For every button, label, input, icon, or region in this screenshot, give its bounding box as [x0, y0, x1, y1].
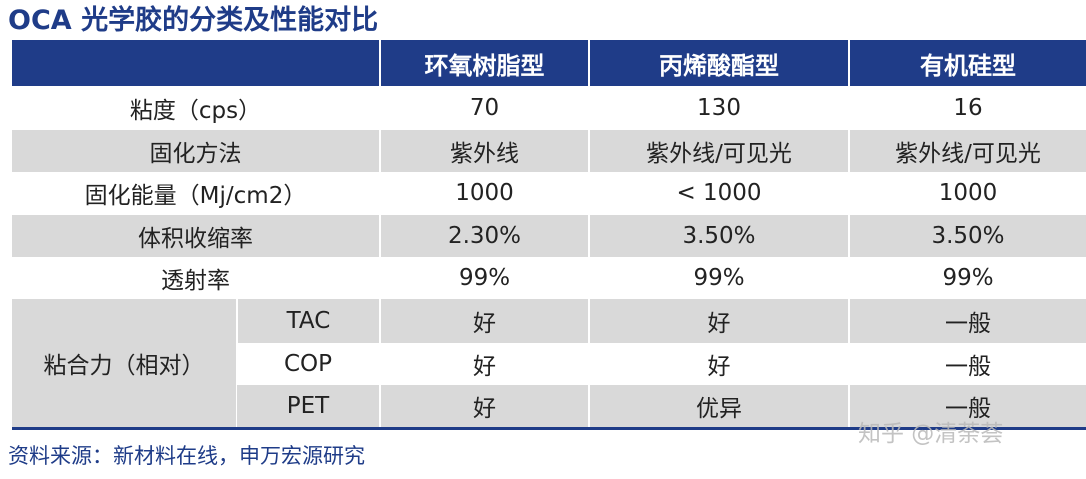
row-label: 体积收缩率	[12, 214, 380, 257]
oca-comparison-table: 环氧树脂型 丙烯酸酯型 有机硅型 粘度（cps） 70 130 16 固化方法 …	[12, 40, 1086, 430]
cell-value: 99%	[379, 256, 589, 299]
cell-value: 一般	[848, 343, 1086, 386]
cell-value: 70	[379, 86, 589, 131]
cell-value: 一般	[848, 298, 1086, 344]
table-row: 固化能量（Mj/cm2） 1000 < 1000 1000	[12, 172, 1086, 215]
substrate-label: TAC	[236, 298, 380, 344]
row-label: 固化方法	[12, 130, 380, 173]
cell-value: 好	[379, 343, 589, 386]
cell-value: 99%	[588, 256, 849, 299]
cell-value: 紫外线	[379, 130, 589, 173]
header-corner	[12, 40, 380, 86]
cell-value: 好	[588, 343, 849, 386]
row-label: 粘度（cps）	[12, 86, 380, 131]
table-row: COP 好 好 一般	[12, 343, 1086, 386]
table-row: 粘度（cps） 70 130 16	[12, 86, 1086, 131]
table-row: 固化方法 紫外线 紫外线/可见光 紫外线/可见光	[12, 130, 1086, 173]
cell-value: 1000	[379, 172, 589, 215]
cell-value: 紫外线/可见光	[588, 130, 849, 173]
cell-value: 130	[588, 86, 849, 131]
header-row: 环氧树脂型 丙烯酸酯型 有机硅型	[12, 40, 1086, 86]
cell-value: 3.50%	[588, 214, 849, 257]
row-label: 透射率	[12, 256, 380, 299]
substrate-label: COP	[237, 343, 380, 386]
cell-value: 优异	[588, 385, 849, 429]
cell-value: 紫外线/可见光	[848, 130, 1086, 173]
source-note: 资料来源：新材料在线，申万宏源研究	[8, 444, 365, 468]
cell-value: 1000	[848, 172, 1086, 215]
cell-value: 好	[379, 298, 589, 344]
cell-value: 好	[379, 385, 589, 429]
cell-value: 99%	[848, 256, 1086, 299]
row-label: 固化能量（Mj/cm2）	[12, 172, 380, 215]
watermark: 知乎 @清荼荟	[858, 421, 1004, 447]
table-row: 粘合力（相对） TAC 好 好 一般	[12, 298, 1086, 429]
header-epoxy: 环氧树脂型	[379, 40, 589, 86]
table-row: PET 好 优异 一般	[12, 385, 1086, 429]
table-row: 透射率 99% 99% 99%	[12, 256, 1086, 299]
header-silicone: 有机硅型	[848, 40, 1086, 86]
cell-value: 2.30%	[379, 214, 589, 257]
cell-value: < 1000	[588, 172, 849, 215]
substrate-label: PET	[237, 385, 380, 429]
page-title: OCA 光学胶的分类及性能对比	[8, 5, 379, 36]
adhesion-label: 粘合力（相对）	[12, 298, 237, 429]
table-row: 体积收缩率 2.30% 3.50% 3.50%	[12, 214, 1086, 257]
header-acrylate: 丙烯酸酯型	[588, 40, 849, 86]
cell-value: 3.50%	[848, 214, 1086, 257]
cell-value: 好	[588, 298, 849, 344]
cell-value: 16	[848, 86, 1086, 131]
cell-value: 一般	[848, 385, 1086, 429]
